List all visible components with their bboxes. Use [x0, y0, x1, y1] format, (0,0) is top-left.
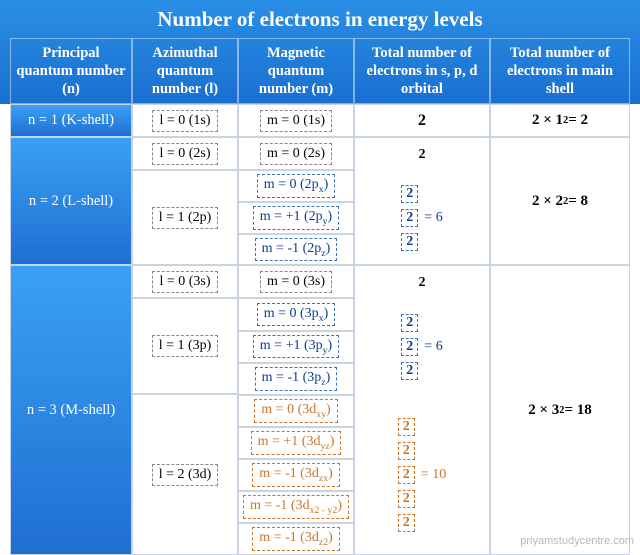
row-n2: n = 2 (L-shell) l = 0 (2s) l = 1 (2p) m … [10, 137, 630, 265]
cell-n3-spd-s: 2 [355, 266, 489, 299]
col-n2-spd: 2 2 2 2 = 6 [354, 137, 490, 265]
cell-n3-mp-a: m = 0 (3px) [257, 303, 336, 327]
n3-p-2c: 2 [401, 362, 418, 380]
header-magnetic: Magnetic quantum number (m) [238, 38, 354, 104]
n3-d-sum: = 10 [421, 467, 446, 483]
cell-n2-spd-s: 2 [355, 138, 489, 171]
header-block: Number of electrons in energy levels Pri… [0, 0, 640, 104]
n3-d-2b: 2 [398, 442, 415, 460]
n2-p-2c: 2 [401, 233, 418, 251]
cell-n1-spd: 2 [354, 104, 490, 137]
cell-n1-label: n = 1 (K-shell) [10, 104, 132, 137]
cell-n2-total: 2 × 22 = 8 [490, 137, 630, 265]
header-principal: Principal quantum number (n) [10, 38, 132, 104]
cell-n3-md-a: m = 0 (3dxy) [254, 399, 337, 423]
cell-n2-l1: l = 1 (2p) [152, 207, 219, 229]
n3-d-2e: 2 [398, 514, 415, 532]
table-container: Number of electrons in energy levels Pri… [0, 0, 640, 551]
cell-n2-m-s: m = 0 (2s) [260, 143, 332, 165]
table-title: Number of electrons in energy levels [0, 0, 640, 38]
n3-p-2b: 2 [401, 338, 418, 356]
cell-n3-mp-b: m = +1 (3py) [253, 335, 339, 359]
cell-n1-l0: l = 0 (1s) [152, 110, 217, 132]
cell-n3-md-d: m = -1 (3dx2 - y2) [243, 495, 349, 519]
col-n2-l: l = 0 (2s) l = 1 (2p) [132, 137, 238, 265]
row-n1: n = 1 (K-shell) l = 0 (1s) m = 0 (1s) 2 … [10, 104, 630, 137]
n2-p-sum: = 6 [424, 210, 442, 226]
cell-n3-md-e: m = -1 (3dz2) [252, 527, 340, 551]
header-azimuthal: Azimuthal quantum number (l) [132, 38, 238, 104]
col-n3-l: l = 0 (3s) l = 1 (3p) l = 2 (3d) [132, 265, 238, 555]
col-n3-spd: 2 2 2 2 = 6 2 2 2 2 2 = 10 [354, 265, 490, 555]
cell-n3-m-s: m = 0 (3s) [260, 271, 332, 293]
n2-p-2b: 2 [401, 209, 418, 227]
cell-n2-l0: l = 0 (2s) [152, 143, 217, 165]
cell-n3-mp-c: m = -1 (3pz) [255, 367, 338, 391]
cell-n3-l2: l = 2 (3d) [152, 464, 219, 486]
n3-p-sum: = 6 [424, 339, 442, 355]
n3-d-2d: 2 [398, 490, 415, 508]
cell-n2-mp-c: m = -1 (2pz) [255, 238, 338, 262]
header-row: Principal quantum number (n) Azimuthal q… [10, 38, 630, 104]
n3-p-2a: 2 [401, 314, 418, 332]
cell-n1-total: 2 × 12 = 2 [490, 104, 630, 137]
cell-n3-md-c: m = -1 (3dzx) [252, 463, 340, 487]
cell-n3-l0: l = 0 (3s) [152, 271, 217, 293]
cell-n3-total: 2 × 32 = 18 [490, 265, 630, 555]
cell-n3-label: n = 3 (M-shell) [10, 265, 132, 555]
header-shell-total: Total number of electrons in main shell [490, 38, 630, 104]
col-n3-m: m = 0 (3s) m = 0 (3px) m = +1 (3py) m = … [238, 265, 354, 555]
n3-d-2a: 2 [398, 418, 415, 436]
col-n2-m: m = 0 (2s) m = 0 (2px) m = +1 (2py) m = … [238, 137, 354, 265]
header-spd-total: Total number of electrons in s, p, d orb… [354, 38, 490, 104]
cell-n2-mp-a: m = 0 (2px) [257, 174, 336, 198]
cell-n3-md-b: m = +1 (3dyz) [251, 431, 342, 455]
cell-n2-mp-b: m = +1 (2py) [253, 206, 339, 230]
row-n3: n = 3 (M-shell) l = 0 (3s) l = 1 (3p) l … [10, 265, 630, 555]
cell-n2-label: n = 2 (L-shell) [10, 137, 132, 265]
n2-p-2a: 2 [401, 185, 418, 203]
n3-d-2c: 2 [398, 466, 415, 484]
cell-n3-l1: l = 1 (3p) [152, 335, 219, 357]
cell-n1-m0: m = 0 (1s) [260, 110, 332, 132]
watermark: priyamstudycentre.com [520, 535, 634, 547]
